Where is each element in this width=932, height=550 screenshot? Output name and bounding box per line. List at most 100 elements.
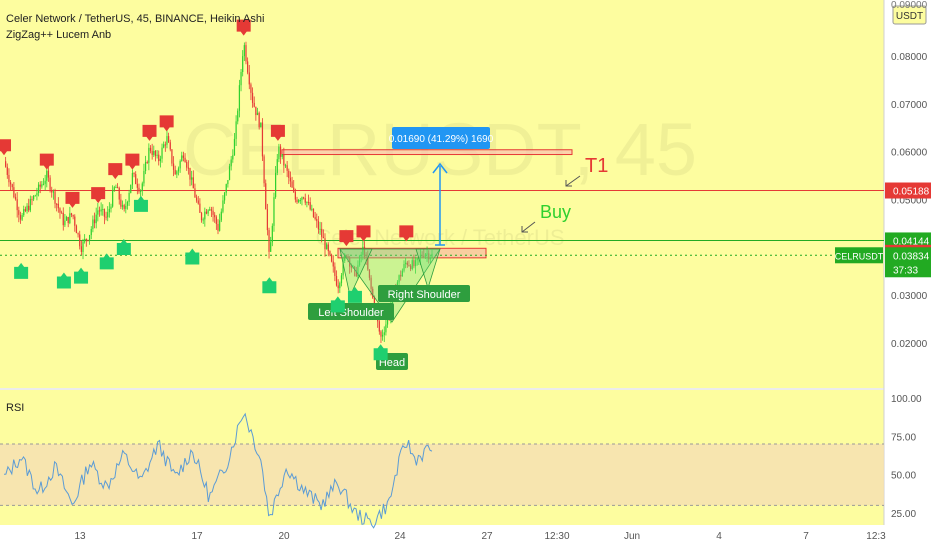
candle-body — [342, 260, 344, 276]
chart-title: Celer Network / TetherUS, 45, BINANCE, H… — [6, 13, 264, 25]
candle-body — [9, 182, 12, 185]
time-tick: 20 — [278, 531, 290, 542]
candle-body — [288, 170, 290, 178]
candle-body — [138, 187, 140, 192]
candle-body — [230, 159, 232, 167]
rsi-label[interactable]: RSI — [6, 402, 24, 414]
candle-body — [286, 165, 288, 171]
candle-body — [131, 173, 134, 185]
candle-body — [125, 205, 127, 209]
buy-arrow — [521, 221, 536, 233]
candle-body — [140, 191, 142, 193]
candle-body — [16, 199, 18, 211]
candle-body — [232, 155, 234, 160]
price-tick: 0.02000 — [891, 339, 928, 350]
candle-body — [209, 209, 211, 211]
candle-body — [36, 193, 38, 196]
buy-arrowhead — [521, 226, 528, 233]
candle-body — [67, 216, 69, 224]
candle-body — [112, 190, 114, 207]
candle-body — [197, 200, 199, 204]
zigzag-high-marker — [108, 163, 123, 180]
candle-body — [60, 212, 63, 214]
candle-body — [98, 210, 101, 212]
candle-body — [33, 196, 35, 200]
candle-body — [319, 228, 321, 230]
candle-body — [431, 253, 433, 258]
candle-body — [102, 209, 104, 211]
candle-body — [362, 246, 364, 255]
candle-body — [347, 256, 349, 258]
candle-body — [283, 154, 285, 166]
candle-body — [186, 162, 188, 168]
candle-body — [176, 171, 178, 175]
zigzag-high-marker — [125, 153, 140, 170]
zigzag-low-marker — [133, 195, 148, 212]
candle-body — [199, 203, 201, 213]
candle-body — [219, 220, 221, 231]
candle-body — [222, 200, 224, 212]
candle-body — [169, 142, 171, 150]
candle-body — [306, 201, 308, 203]
price-tick: 0.06000 — [891, 148, 928, 159]
right-shoulder-tag-bg — [378, 285, 470, 302]
zigzag-low-marker — [116, 238, 131, 255]
candle-body — [62, 212, 64, 226]
candle-body — [136, 184, 138, 188]
time-tick: 12:30 — [544, 531, 569, 542]
candle-body — [79, 234, 81, 247]
candle-body — [143, 170, 145, 184]
projection-box — [392, 127, 490, 149]
zigzag-low-marker — [56, 272, 71, 289]
candle-body — [177, 168, 180, 172]
candle-body — [339, 283, 341, 289]
candle-body — [210, 209, 213, 211]
candle-body — [293, 187, 295, 193]
candle-body — [110, 206, 112, 209]
candle-body — [85, 238, 87, 240]
candle-body — [301, 197, 303, 201]
candle-body — [403, 264, 405, 271]
candle-body — [263, 156, 265, 184]
price-tag-bg — [885, 247, 931, 278]
rsi-tick: 50.00 — [891, 471, 916, 482]
candle-body — [164, 144, 166, 146]
candle-body — [354, 266, 356, 271]
candle-body — [57, 203, 59, 209]
candle-body — [266, 209, 269, 231]
candle-body — [245, 45, 247, 62]
candle-body — [268, 230, 270, 252]
indicator-name[interactable]: ZigZag++ Lucem Anb — [6, 29, 111, 41]
candle-body — [11, 184, 13, 188]
currency-button[interactable]: USDT — [892, 5, 927, 25]
left-shoulder-tag-bg — [308, 303, 394, 320]
candle-body — [49, 177, 51, 190]
candle-body — [289, 177, 292, 182]
candle-body — [322, 236, 324, 239]
candle-body — [273, 197, 275, 226]
rsi-tick: 25.00 — [891, 509, 916, 520]
candle-body — [429, 257, 431, 260]
zigzag-high-marker — [91, 187, 106, 204]
candle-body — [108, 208, 110, 213]
candle-body — [90, 229, 92, 236]
candle-body — [335, 275, 338, 286]
candle-body — [227, 180, 229, 185]
candle-body — [116, 187, 119, 189]
candle-body — [317, 221, 320, 230]
candle-body — [123, 205, 125, 209]
candle-body — [327, 244, 329, 252]
time-tick: 4 — [716, 531, 722, 542]
candle-body — [279, 146, 282, 157]
candle-body — [174, 169, 176, 175]
rsi-tick: 100.00 — [891, 394, 922, 405]
rsi-band — [0, 444, 884, 506]
candle-body — [23, 209, 25, 216]
candle-body — [265, 183, 267, 210]
candle-body — [381, 334, 384, 337]
time-tick: 24 — [394, 531, 406, 542]
projection-label: 0.01690 (41.29%) 1690 — [389, 134, 494, 145]
candle-body — [205, 211, 208, 214]
candle-body — [105, 216, 107, 218]
